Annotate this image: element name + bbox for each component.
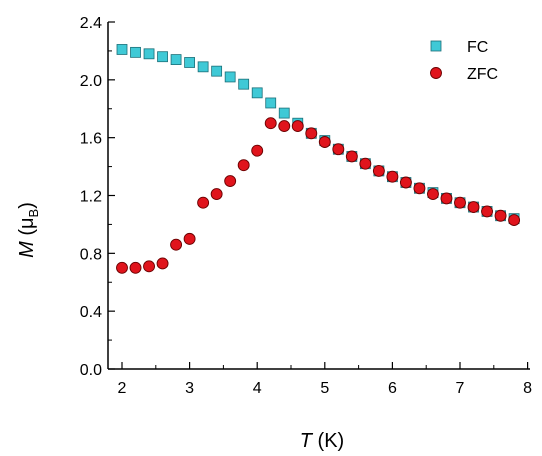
zfc-point: [318, 136, 331, 148]
x-tick-label: 4: [253, 380, 262, 397]
fc-point: [251, 87, 263, 99]
zfc-point: [251, 144, 264, 157]
zfc-point: [183, 232, 196, 245]
zfc-point: [278, 120, 291, 133]
y-tick-label: 0.4: [80, 304, 102, 321]
zfc-point: [386, 170, 399, 183]
zfc-point: [481, 205, 493, 218]
fc-point: [157, 51, 168, 63]
x-tick-label: 3: [185, 380, 194, 397]
zfc-point: [129, 261, 142, 274]
fc-point: [184, 57, 196, 68]
x-axis-title: T (K): [300, 430, 344, 452]
x-ticks: 2 3 4 5 6 7 8: [118, 362, 532, 397]
fc-point: [265, 97, 277, 109]
fc-point: [211, 65, 223, 77]
zfc-point: [359, 157, 372, 170]
legend: FC ZFC: [430, 39, 498, 83]
zfc-point: [156, 257, 169, 270]
y-tick-label: 1.6: [80, 131, 102, 148]
zfc-point: [210, 188, 223, 201]
zfc-point: [305, 127, 318, 140]
y-tick-label: 1.2: [80, 189, 102, 206]
y-axis-title: M (μB): [16, 202, 41, 258]
fc-point: [224, 71, 236, 83]
legend-label-fc: FC: [467, 39, 488, 56]
zfc-point: [345, 150, 358, 163]
zfc-point: [332, 143, 345, 156]
zfc-point: [413, 182, 426, 195]
fc-point: [170, 54, 182, 65]
fc-point: [116, 44, 128, 55]
fc-point: [143, 48, 155, 60]
y-tick-label: 2.0: [80, 73, 102, 90]
y-tick-label: 0.0: [80, 362, 102, 379]
zfc-point: [116, 261, 128, 274]
fc-point: [197, 61, 209, 73]
fc-point: [278, 107, 290, 119]
x-tick-label: 5: [320, 380, 329, 397]
series-fc: [116, 44, 520, 225]
x-tick-label: 8: [523, 380, 532, 397]
x-tick-label: 2: [118, 380, 127, 397]
zfc-point: [508, 214, 521, 227]
legend-marker-zfc: [430, 67, 442, 79]
zfc-point: [427, 188, 439, 201]
y-ticks: 0.0 0.4 0.8 1.2 1.6 2.0 2.4: [80, 15, 115, 379]
zfc-point: [399, 176, 412, 189]
zfc-point: [143, 260, 155, 273]
zfc-point: [197, 196, 210, 209]
fc-point: [238, 78, 250, 90]
legend-marker-fc: [430, 40, 442, 52]
zfc-point: [224, 175, 237, 187]
x-tick-label: 6: [388, 380, 397, 397]
zfc-point: [440, 192, 453, 205]
zfc-point: [372, 164, 385, 177]
x-tick-label: 7: [456, 380, 465, 397]
zfc-point: [467, 201, 480, 214]
zfc-point: [494, 209, 507, 222]
zfc-point: [454, 196, 466, 209]
zfc-point: [237, 159, 250, 172]
legend-label-zfc: ZFC: [467, 66, 498, 83]
fc-point: [130, 46, 141, 58]
zfc-point: [291, 120, 304, 133]
data-points: [116, 44, 521, 274]
series-zfc: [116, 117, 521, 274]
y-tick-label: 0.8: [80, 246, 102, 263]
zfc-point: [170, 238, 183, 251]
zfc-point: [264, 117, 277, 130]
y-tick-label: 2.4: [80, 15, 102, 32]
